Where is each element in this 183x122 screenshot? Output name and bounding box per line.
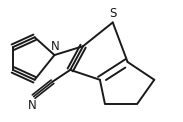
Text: S: S <box>109 7 116 20</box>
Text: N: N <box>51 40 60 53</box>
Text: N: N <box>28 99 37 112</box>
